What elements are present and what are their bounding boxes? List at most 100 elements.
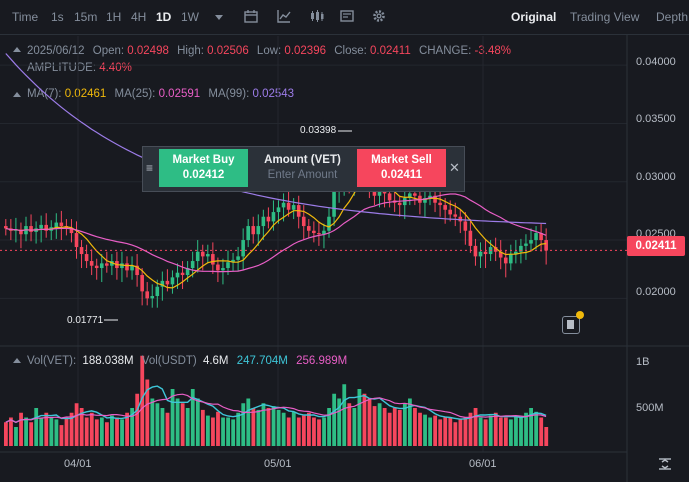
candle-body <box>266 216 271 222</box>
vol-label: Vol(VET): <box>27 355 77 367</box>
candle-body <box>155 286 160 297</box>
candle-body <box>276 207 281 213</box>
volume-bar <box>478 417 483 446</box>
volume-tick: 1B <box>636 356 650 368</box>
volume-bar <box>49 417 54 446</box>
amount-input[interactable]: Amount (VET) Enter Amount <box>249 149 356 187</box>
volume-bar <box>160 408 165 446</box>
close-icon[interactable]: ✕ <box>449 160 460 175</box>
last-price-tag: 0.02411 <box>627 236 685 256</box>
volume-bar <box>347 403 352 446</box>
candle-body <box>428 195 432 199</box>
timeframe-1w[interactable]: 1W <box>181 10 199 24</box>
timeframe-1h[interactable]: 1H <box>106 10 122 24</box>
volume-bar <box>392 408 397 446</box>
ma99-line <box>5 53 547 225</box>
volume-bar <box>231 419 236 446</box>
amount-placeholder[interactable]: Enter Amount <box>267 169 338 181</box>
candle-body <box>231 259 235 263</box>
news-icon[interactable] <box>562 316 580 334</box>
drag-handle-icon[interactable]: ≡ <box>146 161 154 175</box>
candle-body <box>291 205 296 210</box>
vol-ma2-value: 256.989M <box>296 355 348 367</box>
volume-bar <box>317 419 321 446</box>
volume-bar <box>246 398 251 446</box>
volume-bar <box>443 417 448 446</box>
candle-body <box>483 251 488 255</box>
chart-type-icon[interactable] <box>310 9 324 23</box>
volume-bar <box>514 415 518 446</box>
candle-body <box>190 261 195 269</box>
candle-body <box>175 272 180 278</box>
volume-bar <box>221 417 225 446</box>
candle-body <box>145 291 149 299</box>
candle-body <box>206 254 210 257</box>
volume-bar <box>307 412 311 446</box>
volume-bar <box>387 412 392 446</box>
volume-bar <box>135 393 140 446</box>
timeframe-1s[interactable]: 1s <box>51 10 64 24</box>
price-tick: 0.02000 <box>636 286 676 298</box>
timeframe-15m[interactable]: 15m <box>74 10 98 24</box>
ma99-label: MA(99): <box>208 88 250 100</box>
view-original[interactable]: Original <box>511 10 557 24</box>
volume-bar <box>544 427 549 446</box>
ma-caret-icon[interactable] <box>13 92 21 97</box>
vol-ma1-value: 247.704M <box>236 355 288 367</box>
volume-bar <box>59 425 64 446</box>
volume-info: Vol(VET): 188.038M Vol(USDT) 4.6M 247.70… <box>27 355 347 367</box>
candle-body <box>94 265 99 269</box>
volume-bar <box>488 415 493 446</box>
template-icon[interactable] <box>340 9 354 23</box>
market-sell-button[interactable]: Market Sell 0.02411 <box>357 149 446 187</box>
date-tick: 06/01 <box>469 458 497 470</box>
collapse-caret-icon[interactable] <box>13 47 21 52</box>
volume-bar <box>286 417 291 446</box>
candle-body <box>387 193 392 201</box>
gear-icon[interactable] <box>372 9 386 23</box>
ma7-value: 0.02461 <box>64 88 107 100</box>
dropdown-icon[interactable] <box>215 15 223 20</box>
market-buy-button[interactable]: Market Buy 0.02412 <box>159 149 248 187</box>
volume-bar <box>44 412 49 446</box>
candle-body <box>498 251 503 258</box>
volume-bar <box>39 417 44 446</box>
volume-bar <box>206 415 210 446</box>
change-value: -3.48% <box>474 45 511 57</box>
volume-bar <box>29 422 34 446</box>
volume-bar <box>301 415 306 446</box>
candle-body <box>110 261 114 266</box>
indicator-icon[interactable] <box>277 9 291 23</box>
volume-bar <box>327 408 331 446</box>
volume-bar <box>271 406 276 446</box>
candle-body <box>236 256 240 260</box>
volume-bar <box>448 417 453 446</box>
volume-bar <box>180 403 185 446</box>
volume-bar <box>463 417 468 446</box>
volume-bar <box>211 417 215 446</box>
timeframe-4h[interactable]: 4H <box>131 10 147 24</box>
volume-bar <box>312 417 316 446</box>
volume-bar <box>89 412 94 446</box>
candle-body <box>74 233 79 248</box>
volume-bar <box>241 403 246 446</box>
volume-bar <box>377 403 382 446</box>
candle-body <box>4 226 8 229</box>
volume-caret-icon[interactable] <box>13 358 21 363</box>
volume-bar <box>24 417 28 446</box>
axis-settings-icon[interactable] <box>658 457 672 471</box>
volume-ma-line <box>5 393 547 423</box>
timeframe-time[interactable]: Time <box>12 10 39 24</box>
candle-body <box>529 240 533 244</box>
candle-settings-icon[interactable] <box>244 9 258 23</box>
volume-bar <box>408 398 412 446</box>
view-trading-view[interactable]: Trading View <box>570 10 640 24</box>
timeframe-1d[interactable]: 1D <box>156 10 172 24</box>
candle-body <box>534 233 538 241</box>
candle-body <box>125 263 129 271</box>
volume-bar <box>69 412 74 446</box>
volume-bar <box>170 389 175 446</box>
view-depth[interactable]: Depth <box>656 10 689 24</box>
vol-value: 188.038M <box>82 355 134 367</box>
